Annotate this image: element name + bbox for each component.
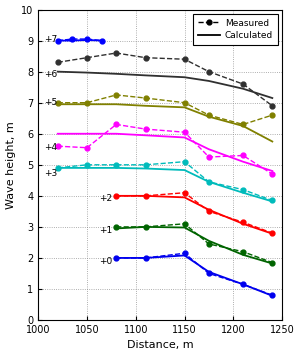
Text: +1: +1 [99,226,112,235]
Text: +0: +0 [99,257,112,266]
X-axis label: Distance, m: Distance, m [127,340,194,350]
Text: +6: +6 [44,70,57,79]
Text: +4: +4 [44,143,57,152]
Y-axis label: Wave height, m: Wave height, m [6,121,16,209]
Text: +3: +3 [44,169,57,178]
Text: +7: +7 [44,35,57,43]
Text: +5: +5 [44,98,57,107]
Legend: Measured, Calculated: Measured, Calculated [193,14,278,45]
Text: +2: +2 [99,194,112,203]
